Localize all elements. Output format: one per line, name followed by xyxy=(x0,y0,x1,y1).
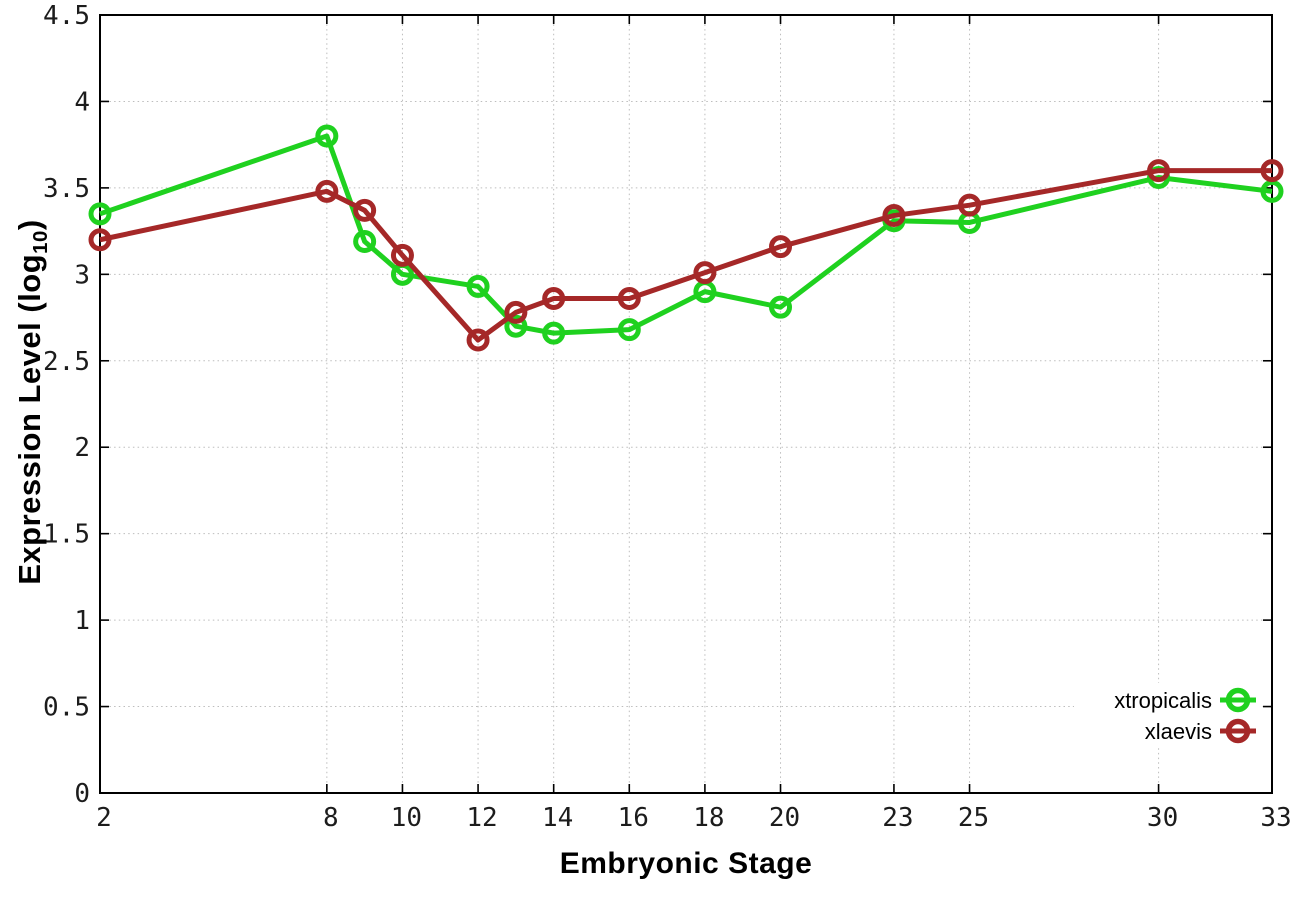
legend-marker-xlaevis-icon xyxy=(1225,718,1251,744)
marker-xlaevis-stage-2 xyxy=(88,228,112,252)
x-tick-label-2: 2 xyxy=(96,803,112,833)
marker-xlaevis-stage-12 xyxy=(466,328,490,352)
y-tick-label-1: 1 xyxy=(74,606,90,636)
y-tick-label-1.5: 1.5 xyxy=(43,520,90,550)
y-tick-label-4: 4 xyxy=(74,87,90,117)
legend-entry-xtropicalis: xtropicalis xyxy=(1114,687,1256,713)
y-tick-label-2.5: 2.5 xyxy=(43,347,90,377)
y-tick-labels: 0 0.5 1 1.5 2 2.5 3 3.5 4 4.5 xyxy=(43,1,90,809)
x-tick-label-14: 14 xyxy=(542,803,573,833)
series-line-xlaevis xyxy=(99,168,1272,343)
marker-xtropicalis-stage-13 xyxy=(504,314,528,338)
series-xlaevis xyxy=(88,159,1284,352)
y-tick-label-2: 2 xyxy=(74,433,90,463)
marker-xtropicalis-stage-16 xyxy=(617,318,641,342)
marker-xlaevis-stage-16 xyxy=(617,287,641,311)
x-tick-label-12: 12 xyxy=(466,803,497,833)
marker-xtropicalis-stage-14 xyxy=(542,321,566,345)
axis-ticks xyxy=(99,14,1273,794)
x-tick-label-20: 20 xyxy=(769,803,800,833)
y-tick-label-3: 3 xyxy=(74,260,90,290)
marker-xtropicalis-stage-33 xyxy=(1260,179,1284,203)
x-tick-label-33: 33 xyxy=(1260,803,1291,833)
x-tick-label-23: 23 xyxy=(882,803,913,833)
x-tick-label-30: 30 xyxy=(1147,803,1178,833)
y-axis-title-subscript: 10 xyxy=(29,230,53,254)
x-tick-label-25: 25 xyxy=(958,803,989,833)
gridlines xyxy=(100,15,1273,793)
y-tick-label-3.5: 3.5 xyxy=(43,174,90,204)
legend-label-xtropicalis: xtropicalis xyxy=(1114,688,1212,713)
y-tick-label-0.5: 0.5 xyxy=(43,693,90,723)
marker-xlaevis-stage-30 xyxy=(1147,159,1171,183)
marker-xlaevis-stage-13 xyxy=(504,300,528,324)
chart-legend: xtropicalis xlaevis xyxy=(1114,687,1256,744)
marker-xtropicalis-stage-9 xyxy=(353,229,377,253)
y-axis-title-text: Expression Level (log xyxy=(12,253,47,585)
y-axis-title-close-paren: ) xyxy=(12,219,47,231)
x-axis-title: Embryonic Stage xyxy=(559,847,813,880)
marker-xlaevis-stage-14 xyxy=(542,287,566,311)
x-tick-label-10: 10 xyxy=(391,803,422,833)
plot-border xyxy=(99,14,1273,794)
x-tick-labels: 2 8 10 12 14 16 18 20 23 25 30 33 xyxy=(96,803,1291,833)
marker-xtropicalis-stage-8 xyxy=(315,124,339,148)
x-tick-label-8: 8 xyxy=(323,803,339,833)
marker-xlaevis-stage-25 xyxy=(958,193,982,217)
x-tick-label-18: 18 xyxy=(693,803,724,833)
legend-marker-xtropicalis-icon xyxy=(1225,687,1251,713)
marker-xlaevis-stage-23 xyxy=(882,204,906,228)
series-line-xtropicalis xyxy=(99,133,1273,336)
series-xtropicalis xyxy=(88,124,1284,345)
marker-xlaevis-stage-20 xyxy=(769,235,793,259)
y-axis-title: Expression Level (log10) xyxy=(12,219,52,585)
marker-xlaevis-stage-33 xyxy=(1260,159,1284,183)
marker-xlaevis-stage-10 xyxy=(390,243,414,267)
marker-xlaevis-stage-9 xyxy=(353,198,377,222)
legend-entry-xlaevis: xlaevis xyxy=(1145,718,1256,744)
y-tick-label-0: 0 xyxy=(74,779,90,809)
marker-xtropicalis-stage-2 xyxy=(88,202,112,226)
x-tick-label-16: 16 xyxy=(618,803,649,833)
legend-label-xlaevis: xlaevis xyxy=(1145,719,1212,744)
marker-xtropicalis-stage-20 xyxy=(769,295,793,319)
marker-xlaevis-stage-18 xyxy=(693,261,717,285)
marker-xtropicalis-stage-12 xyxy=(466,274,490,298)
marker-xlaevis-stage-8 xyxy=(315,179,339,203)
y-tick-label-4.5: 4.5 xyxy=(43,1,90,31)
